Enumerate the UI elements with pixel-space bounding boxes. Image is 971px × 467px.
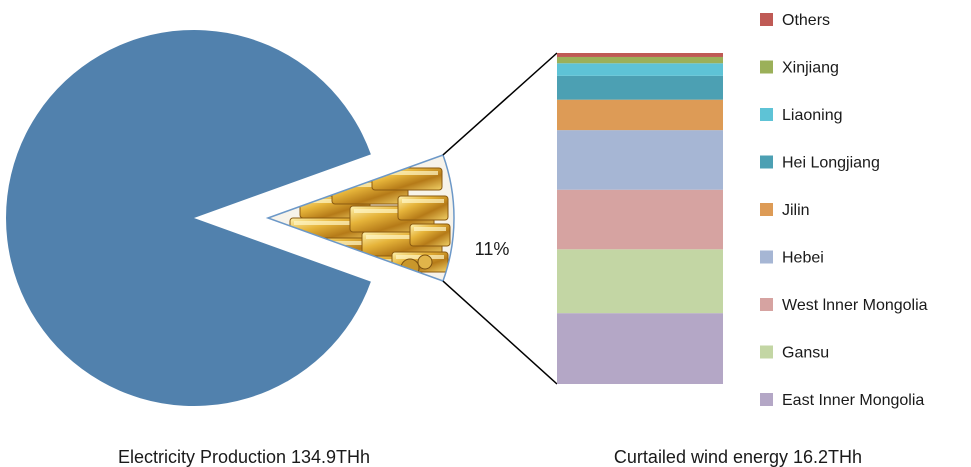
bar-segment-others <box>557 53 723 57</box>
pie-caption: Electricity Production 134.9THh <box>118 447 370 467</box>
legend-item: Liaoning <box>760 107 843 124</box>
bar-segment-west-lnner-mongolia <box>557 189 723 250</box>
legend-label: Hebei <box>782 250 824 267</box>
connector-line-bottom <box>442 280 558 385</box>
legend-label: West lnner Mongolia <box>782 297 928 314</box>
bar-segment-gansu <box>557 249 723 314</box>
legend-label: East Inner Mongolia <box>782 392 924 409</box>
legend-item: Xinjiang <box>760 60 839 77</box>
gold-bars-image <box>289 167 451 278</box>
legend-swatch <box>760 298 773 311</box>
pie-chart <box>6 30 455 406</box>
legend-item: Others <box>760 12 830 29</box>
connector-line-top <box>442 52 558 156</box>
legend-item: Gansu <box>760 345 829 362</box>
legend-item: Hei Longjiang <box>760 155 880 172</box>
bar-segment-xinjiang <box>557 56 723 64</box>
legend-swatch <box>760 155 773 169</box>
legend-swatch <box>760 108 773 121</box>
legend-item: East Inner Mongolia <box>760 392 924 409</box>
legend-label: Others <box>782 12 830 29</box>
legend-item: West lnner Mongolia <box>760 297 928 314</box>
legend-item: Jilin <box>760 202 810 219</box>
bar-segment-hebei <box>557 130 723 190</box>
legend-item: Hebei <box>760 250 824 267</box>
bar-segment-hei-longjiang <box>557 75 723 100</box>
legend-swatch <box>760 250 773 264</box>
connector-lines <box>442 52 558 385</box>
bar-segment-jilin <box>557 99 723 131</box>
pie-slice-main <box>6 30 371 406</box>
legend-swatch <box>760 13 773 26</box>
bar-segment-east-inner-mongolia <box>557 313 723 384</box>
legend-label: Jilin <box>782 202 810 219</box>
stacked-bar <box>557 53 723 384</box>
legend-swatch <box>760 203 773 216</box>
legend-label: Xinjiang <box>782 60 839 77</box>
legend: Others Xinjiang Liaoning Hei Longjiang Jilin… <box>760 12 928 409</box>
legend-label: Gansu <box>782 345 829 362</box>
legend-swatch <box>760 345 773 359</box>
legend-label: Liaoning <box>782 107 843 124</box>
highlight-slice-percent-label: 11% <box>475 239 510 259</box>
legend-swatch <box>760 393 773 406</box>
legend-label: Hei Longjiang <box>782 155 880 172</box>
bar-caption: Curtailed wind energy 16.2THh <box>614 447 862 467</box>
legend-swatch <box>760 60 773 74</box>
bar-segment-liaoning <box>557 63 723 76</box>
